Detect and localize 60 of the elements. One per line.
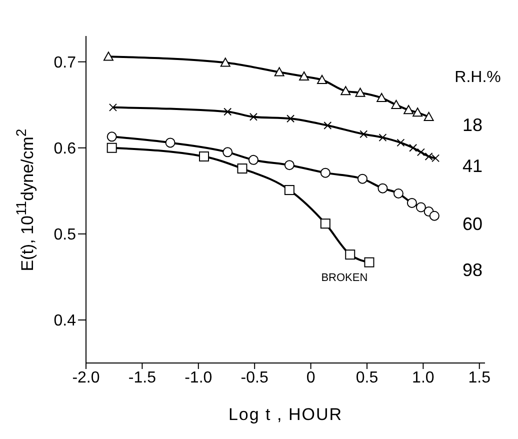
y-tick-label: 0.4 (54, 312, 76, 330)
point (345, 250, 356, 260)
point (220, 58, 230, 67)
point (378, 183, 388, 194)
point (274, 67, 284, 76)
point (391, 100, 402, 109)
point (299, 71, 310, 81)
x-tick-label: -1.0 (184, 369, 212, 386)
point (320, 218, 330, 229)
point (249, 112, 258, 121)
point (404, 105, 414, 114)
point (103, 52, 114, 61)
point (364, 257, 374, 268)
point (248, 154, 258, 165)
point (286, 114, 295, 123)
point (376, 92, 387, 102)
point (416, 202, 426, 212)
x-tick-label: 0 (306, 369, 316, 386)
point (396, 138, 405, 147)
point (199, 151, 210, 162)
y-tick-label: 0.7 (54, 54, 76, 72)
x-tick-label: -2.0 (72, 369, 100, 386)
point (340, 86, 351, 96)
point (393, 188, 404, 198)
x-tick-label: 1.0 (412, 369, 434, 386)
point (222, 147, 233, 158)
point (409, 144, 418, 152)
series-label: 60 (462, 214, 483, 235)
point (317, 74, 328, 84)
point (406, 198, 417, 208)
point (412, 108, 423, 117)
series-label: 18 (462, 114, 483, 136)
point (357, 174, 368, 184)
point (320, 168, 330, 178)
point (429, 210, 440, 221)
point (355, 88, 366, 97)
point (237, 164, 248, 174)
point (106, 142, 117, 153)
point (416, 148, 425, 156)
text: 98 (462, 260, 483, 282)
y-tick-label: 0.5 (54, 226, 76, 244)
point (360, 130, 368, 138)
x-tick-label: -1.5 (128, 369, 156, 386)
x-tick-label: -0.5 (240, 369, 268, 386)
point (165, 138, 176, 148)
point (378, 134, 387, 142)
x-tick-label: 1.5 (468, 369, 491, 386)
point (284, 185, 294, 196)
point (106, 132, 117, 142)
series-label: 41 (462, 156, 483, 178)
point (108, 103, 117, 112)
point (224, 108, 232, 116)
point (424, 112, 434, 121)
x-axis-title: Log t , HOUR (227, 405, 344, 425)
x-tick-label: 0.5 (356, 369, 378, 386)
y-tick-label: 0.6 (54, 140, 76, 158)
point (284, 160, 294, 170)
legend-title: R.H.% (454, 68, 501, 87)
annotation: BROKEN (321, 272, 368, 284)
point (324, 121, 332, 130)
